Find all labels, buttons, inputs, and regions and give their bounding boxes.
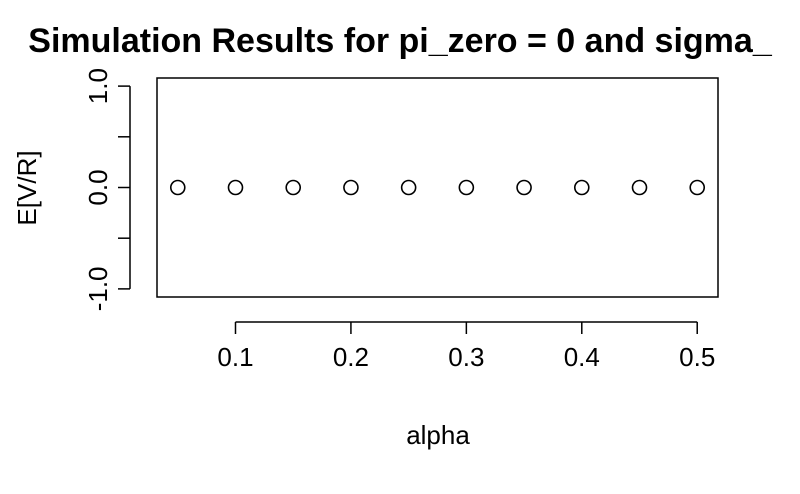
data-point (458, 179, 475, 196)
data-point (343, 179, 359, 196)
data-points (169, 179, 706, 196)
x-axis: 0.1 0.2 0.3 0.4 0.5 (217, 321, 715, 372)
data-point (400, 179, 417, 196)
data-point (631, 179, 648, 196)
x-tick-label: 0.5 (679, 342, 715, 372)
y-tick-label: 1.0 (83, 68, 113, 104)
x-tick-label: 0.2 (333, 342, 369, 372)
data-point (689, 179, 706, 196)
chart-title: Simulation Results for pi_zero = 0 and s… (28, 22, 773, 60)
y-axis: -1.0 0.0 1.0 (83, 68, 131, 311)
x-tick-label: 0.1 (217, 342, 253, 372)
data-point (227, 179, 244, 196)
x-tick-label: 0.4 (564, 342, 600, 372)
y-tick-label: 0.0 (83, 169, 113, 205)
data-point (169, 179, 186, 196)
y-axis-label: E[V/R] (12, 150, 42, 225)
data-point (285, 179, 302, 196)
data-point (516, 179, 532, 196)
x-axis-label: alpha (406, 420, 470, 450)
plot-frame (156, 77, 719, 298)
data-point (573, 179, 590, 196)
y-tick-label: -1.0 (83, 266, 113, 311)
x-tick-label: 0.3 (448, 342, 484, 372)
